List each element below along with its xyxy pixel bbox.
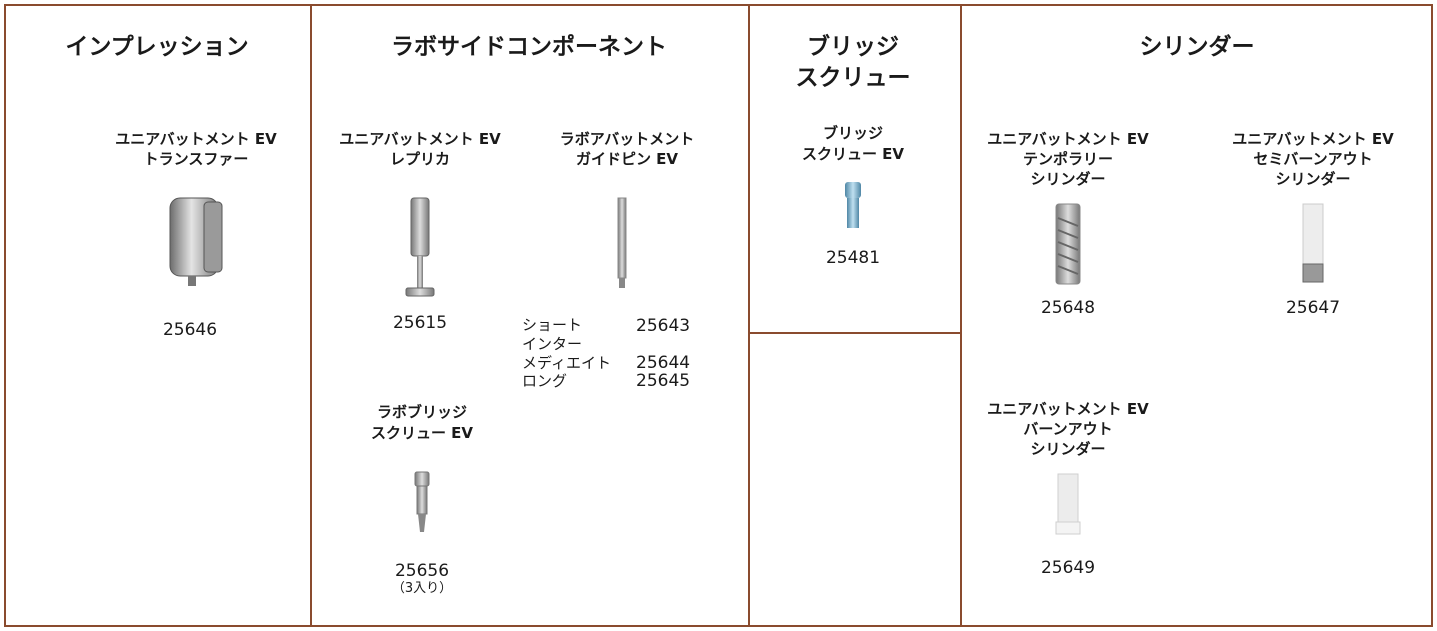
product-code: 25656	[394, 561, 450, 581]
product-image	[414, 471, 430, 532]
product-name: トランスファー	[143, 150, 249, 168]
variant-label: ショート	[522, 316, 583, 334]
table-border	[4, 4, 1433, 627]
product-code: 25615	[392, 313, 448, 333]
product-image	[169, 197, 223, 286]
column-divider	[748, 6, 750, 625]
product-image	[1055, 203, 1081, 285]
product-note: （3入り）	[391, 581, 453, 596]
column-title: ブリッジ	[807, 34, 899, 60]
column-title: インプレッション	[65, 34, 249, 60]
product-name: ラボブリッジ	[376, 403, 468, 421]
variant-code: 25643	[636, 316, 691, 336]
product-name: ユニアバットメント EV	[987, 400, 1149, 418]
product-name: ユニアバットメント EV	[1232, 130, 1394, 148]
product-name: ラボアバットメント	[559, 130, 695, 148]
column-title: スクリュー	[795, 65, 911, 91]
product-code: 25648	[1040, 298, 1096, 318]
product-code: 25649	[1040, 558, 1096, 578]
product-name: セミバーンアウト	[1253, 150, 1373, 168]
variant-code: 25645	[636, 371, 691, 391]
product-name: シリンダー	[1030, 440, 1106, 458]
variant-code: 25644	[636, 353, 691, 373]
product-image	[1055, 473, 1081, 535]
product-name: シリンダー	[1030, 170, 1106, 188]
product-name: ユニアバットメント EV	[115, 130, 277, 148]
variant-label: ロング	[522, 372, 568, 390]
product-image	[405, 197, 435, 297]
product-name: シリンダー	[1275, 170, 1351, 188]
product-name: バーンアウト	[1023, 420, 1113, 438]
product-name: レプリカ	[389, 150, 451, 168]
product-image	[617, 197, 627, 288]
column-divider	[310, 6, 312, 625]
product-name: スクリュー EV	[801, 145, 905, 163]
product-code: 25646	[162, 320, 218, 340]
product-image	[845, 182, 861, 228]
product-name: ブリッジ	[822, 124, 884, 142]
row-divider	[748, 332, 960, 334]
product-code: 25481	[825, 248, 881, 268]
product-image	[1302, 203, 1324, 283]
product-code: 25647	[1285, 298, 1341, 318]
column-divider	[960, 6, 962, 625]
column-title: シリンダー	[1139, 34, 1255, 60]
product-name: ユニアバットメント EV	[339, 130, 501, 148]
variant-label: メディエイト	[522, 354, 611, 372]
product-name: スクリュー EV	[370, 424, 474, 442]
product-name: ガイドピン EV	[575, 150, 679, 168]
column-title: ラボサイドコンポーネント	[391, 34, 667, 60]
product-name: テンポラリー	[1022, 150, 1114, 168]
variant-label: インター	[522, 335, 583, 353]
product-name: ユニアバットメント EV	[987, 130, 1149, 148]
